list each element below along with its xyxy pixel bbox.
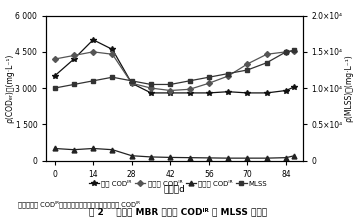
MLSS [168, 83, 172, 86]
膜出水 COD [207, 157, 211, 159]
原水 COD [130, 82, 134, 85]
上清液 COD [168, 89, 172, 92]
上清液 COD [207, 82, 211, 85]
膜出水 COD [52, 147, 57, 150]
原水 COD [91, 38, 95, 41]
上清液 COD [149, 87, 153, 89]
上清液 COD [292, 49, 297, 52]
MLSS [292, 49, 297, 52]
MLSS [265, 61, 269, 64]
原水 COD [292, 86, 297, 88]
MLSS [226, 72, 230, 75]
上清液 COD [245, 63, 250, 65]
原水 COD [207, 92, 211, 94]
膜出水 COD [188, 156, 192, 159]
原水 COD [149, 92, 153, 94]
膜出水 COD [284, 156, 288, 159]
MLSS [130, 79, 134, 82]
上清液 COD [52, 58, 57, 60]
MLSS [52, 87, 57, 89]
X-axis label: 时间／d: 时间／d [163, 184, 185, 193]
原水 COD [226, 90, 230, 93]
原水 COD [52, 75, 57, 77]
膜出水 COD [292, 154, 297, 157]
膜出水 COD [110, 148, 115, 151]
原水 COD [265, 92, 269, 94]
上清液 COD [188, 88, 192, 91]
膜出水 COD [149, 156, 153, 158]
原水 COD [168, 92, 172, 94]
膜出水 COD [168, 156, 172, 159]
MLSS [207, 76, 211, 78]
上清液 COD [130, 82, 134, 85]
原水 COD [188, 92, 192, 94]
Line: 原水 COD: 原水 COD [52, 37, 297, 96]
上清液 COD [91, 51, 95, 53]
MLSS [110, 76, 115, 78]
上清液 COD [72, 54, 76, 57]
原水 COD [110, 48, 115, 51]
Line: MLSS: MLSS [52, 48, 297, 91]
膜出水 COD [72, 148, 76, 151]
膜出水 COD [245, 157, 250, 159]
上清液 COD [284, 51, 288, 53]
上清液 COD [226, 75, 230, 77]
Legend: 原水 CODᴵᴿ, 上清液 CODᴵᴿ, 膜出水 CODᴵᴿ, MLSS: 原水 CODᴵᴿ, 上清液 CODᴵᴿ, 膜出水 CODᴵᴿ, MLSS [89, 180, 267, 187]
膜出水 COD [265, 157, 269, 159]
MLSS [284, 50, 288, 53]
上清液 COD [265, 53, 269, 56]
Line: 上清液 COD: 上清液 COD [52, 49, 297, 93]
膜出水 COD [91, 147, 95, 150]
上清液 COD [110, 53, 115, 56]
原水 COD [245, 92, 250, 94]
Y-axis label: ρ(MLSS)／(mg·L⁻¹): ρ(MLSS)／(mg·L⁻¹) [344, 54, 353, 122]
Text: 图 2    一体式 MBR 进出水 CODᴵᴿ 及 MLSS 的变化: 图 2 一体式 MBR 进出水 CODᴵᴿ 及 MLSS 的变化 [89, 207, 267, 216]
Line: 膜出水 COD: 膜出水 COD [52, 146, 297, 161]
MLSS [72, 83, 76, 86]
原水 COD [284, 89, 288, 92]
原水 COD [72, 58, 76, 60]
MLSS [245, 69, 250, 71]
MLSS [188, 79, 192, 82]
Y-axis label: ρ(CODₑᵣ)／(mg·L⁻¹): ρ(CODₑᵣ)／(mg·L⁻¹) [5, 53, 14, 123]
MLSS [149, 83, 153, 86]
膜出水 COD [226, 157, 230, 159]
膜出水 COD [130, 154, 134, 157]
MLSS [91, 79, 95, 82]
Text: 注：上清液 CODᴵᴿ指混合液经快速滤纸过滤后滤液中 CODᴵᴿ: 注：上清液 CODᴵᴿ指混合液经快速滤纸过滤后滤液中 CODᴵᴿ [18, 201, 140, 208]
